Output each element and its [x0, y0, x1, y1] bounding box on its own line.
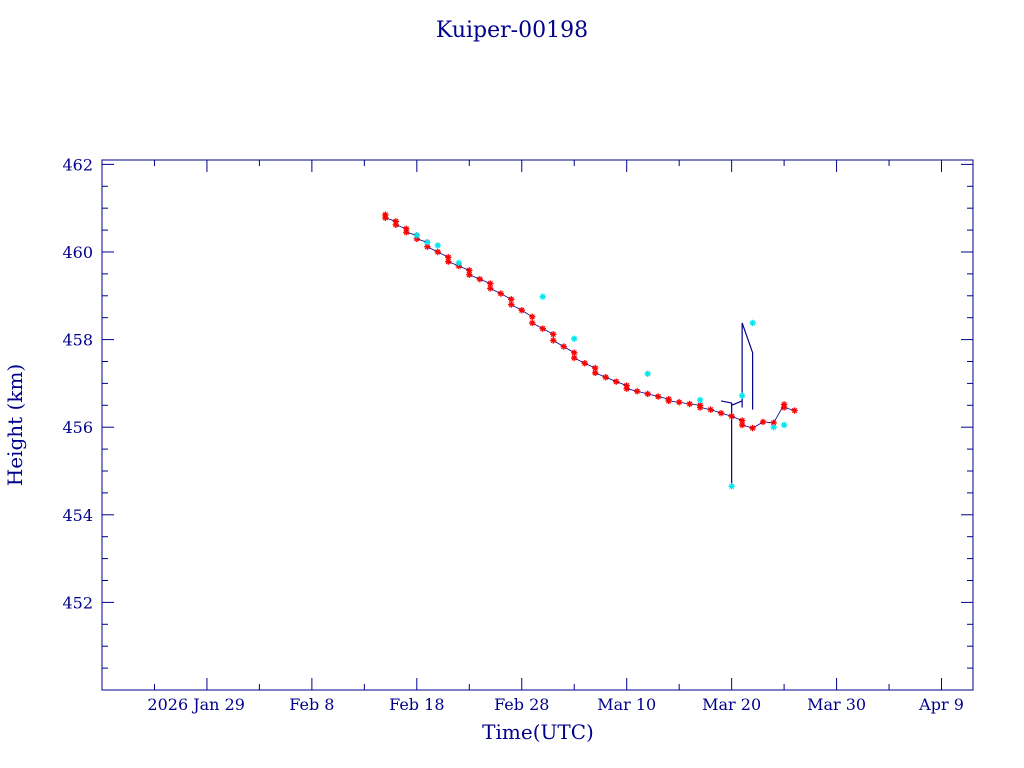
data-point: [707, 406, 714, 413]
data-point: [571, 349, 578, 356]
data-point: [424, 239, 431, 246]
data-point: [644, 370, 651, 377]
data-point: [539, 325, 546, 332]
data-point: [529, 319, 536, 327]
series-connector: [384, 214, 795, 429]
series-points: [382, 211, 798, 490]
data-point: [749, 424, 756, 432]
x-tick-label: Mar 20: [702, 695, 761, 714]
data-point: [759, 418, 767, 426]
data-point: [550, 337, 557, 344]
data-point: [518, 307, 525, 314]
x-tick-label: Apr 9: [918, 695, 964, 714]
y-tick-label: 456: [62, 418, 93, 437]
data-point: [581, 360, 588, 367]
x-tick-label: Mar 30: [807, 695, 866, 714]
data-point: [780, 404, 788, 411]
data-point: [644, 390, 651, 398]
data-point: [413, 232, 421, 239]
data-point: [571, 354, 578, 362]
data-point: [791, 407, 798, 414]
data-point: [476, 275, 483, 283]
x-axis-label: Time(UTC): [482, 720, 594, 744]
x-tick-label: 2026 Jan 29: [147, 695, 245, 714]
y-tick-label: 452: [62, 593, 93, 612]
data-point: [654, 393, 662, 400]
data-point: [434, 248, 442, 256]
data-point: [717, 409, 725, 417]
data-point: [560, 343, 567, 350]
data-point: [434, 242, 442, 249]
y-axis-label: Height (km): [3, 364, 27, 486]
x-tick-label: Mar 10: [597, 695, 656, 714]
data-point: [770, 423, 777, 431]
data-point: [728, 413, 735, 420]
y-axis: 452 454 456 458 460 462: [62, 155, 973, 691]
data-point: [392, 221, 400, 229]
data-point: [728, 483, 735, 490]
data-point: [738, 421, 746, 429]
data-point: [508, 301, 515, 308]
x-axis: 2026 Jan 29 Feb 8 Feb 18 Feb 28 Mar 10 Mar 20…: [101, 160, 964, 714]
x-tick-label: Feb 28: [494, 695, 549, 714]
data-point: [780, 421, 788, 429]
data-point: [613, 378, 620, 385]
chart-title: Kuiper-00198: [436, 18, 588, 43]
series-line: [384, 214, 795, 487]
y-tick-label: 458: [62, 331, 93, 350]
data-point: [445, 258, 452, 265]
y-tick-label: 462: [62, 155, 93, 174]
data-point: [497, 290, 504, 297]
y-tick-label: 460: [62, 243, 93, 262]
data-point: [539, 293, 546, 300]
data-point: [623, 385, 630, 392]
data-point: [487, 285, 494, 292]
data-point: [633, 388, 641, 395]
plot-frame: [101, 159, 974, 691]
data-point: [749, 319, 756, 327]
data-point: [602, 374, 609, 381]
series-line-path: [721, 322, 754, 487]
data-point: [403, 229, 410, 236]
data-point: [529, 313, 536, 321]
data-point: [686, 400, 693, 408]
data-point: [738, 392, 746, 399]
data-point: [675, 399, 683, 406]
data-point: [592, 369, 599, 377]
data-point: [455, 259, 462, 267]
data-point: [550, 331, 557, 338]
y-tick-label: 454: [62, 506, 93, 525]
x-tick-label: Feb 8: [289, 695, 334, 714]
data-point: [665, 397, 672, 405]
data-point: [571, 335, 578, 342]
data-point: [466, 271, 473, 278]
data-point: [382, 214, 389, 222]
data-point: [696, 396, 704, 404]
data-point: [696, 404, 704, 411]
x-tick-label: Feb 18: [389, 695, 444, 714]
